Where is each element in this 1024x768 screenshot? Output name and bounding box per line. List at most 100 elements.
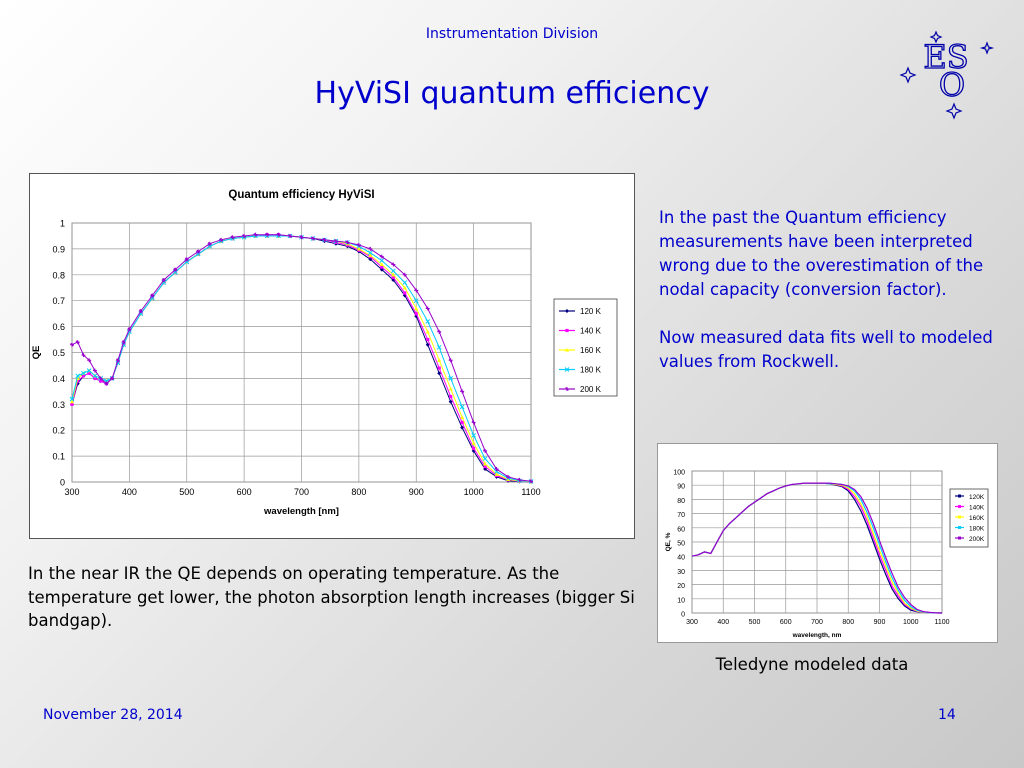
data-point — [368, 246, 373, 251]
x-axis-label: wavelength, nm — [792, 632, 842, 639]
x-tick-label: 400 — [717, 619, 729, 626]
data-point — [425, 329, 430, 334]
data-point — [403, 291, 407, 295]
eso-logo: ES O — [899, 30, 995, 120]
x-tick-label: 800 — [351, 487, 366, 497]
data-point — [391, 275, 395, 279]
data-point — [93, 376, 97, 380]
y-tick-label: 1 — [60, 219, 65, 229]
data-point — [472, 446, 476, 450]
temperature-note: In the near IR the QE depends on operati… — [28, 564, 635, 630]
y-axis-label: QE — [31, 346, 42, 360]
division-label: Instrumentation Division — [425, 26, 599, 42]
data-point — [482, 456, 488, 462]
data-point — [565, 328, 569, 333]
legend-label: 160K — [969, 515, 985, 522]
star-icon — [979, 41, 995, 55]
data-point — [448, 399, 453, 404]
y-tick-label: 0.1 — [52, 452, 65, 462]
y-tick-label: 0 — [60, 478, 65, 488]
data-point — [565, 309, 569, 313]
y-tick-label: 10 — [677, 597, 685, 604]
x-tick-label: 600 — [780, 619, 792, 626]
x-tick-label: 500 — [749, 619, 761, 626]
data-point — [426, 337, 430, 342]
data-point — [402, 272, 407, 277]
data-point — [436, 344, 442, 350]
data-point — [230, 235, 235, 240]
data-point — [402, 280, 408, 285]
data-point — [368, 253, 373, 257]
data-point — [81, 370, 86, 376]
data-point — [459, 404, 465, 410]
data-point — [460, 420, 464, 425]
data-point — [138, 309, 143, 314]
data-point — [565, 387, 569, 391]
y-tick-label: 100 — [673, 470, 685, 477]
legend-label: 180 K — [580, 366, 602, 375]
data-point — [448, 358, 453, 363]
data-point — [70, 342, 74, 347]
data-point — [402, 293, 407, 298]
data-point — [310, 236, 315, 241]
data-point — [425, 306, 430, 311]
data-point — [75, 340, 80, 345]
x-tick-label: 700 — [294, 487, 309, 497]
y-tick-label: 0.3 — [52, 400, 65, 410]
data-point — [471, 420, 476, 425]
y-tick-label: 80 — [677, 498, 685, 505]
data-point — [413, 298, 419, 304]
explanation-paragraph-1: In the past the Quantum efficiency measu… — [659, 208, 984, 299]
data-point — [356, 246, 361, 251]
data-point — [414, 288, 419, 293]
data-point — [460, 425, 465, 430]
data-point — [402, 285, 407, 290]
y-tick-label: 0.7 — [52, 296, 65, 306]
x-tick-label: 1100 — [521, 487, 540, 497]
data-point — [265, 232, 270, 237]
data-point — [242, 233, 247, 238]
data-point — [483, 461, 488, 466]
x-tick-label: 800 — [842, 619, 854, 626]
legend-label: 120K — [969, 494, 985, 501]
data-point — [529, 479, 533, 484]
data-point — [494, 472, 499, 476]
data-point — [81, 374, 86, 378]
data-point — [483, 448, 488, 453]
star-icon — [929, 30, 943, 44]
data-point — [379, 258, 385, 263]
data-point — [276, 232, 281, 237]
data-point — [87, 371, 91, 375]
data-point — [345, 240, 350, 245]
data-point — [99, 379, 103, 383]
data-point — [471, 441, 476, 445]
data-point — [219, 237, 224, 242]
legend-label: 140 K — [580, 327, 602, 336]
data-point — [437, 358, 442, 362]
data-point — [75, 373, 81, 379]
data-point — [414, 314, 419, 319]
explanation-text: In the past the Quantum efficiency measu… — [659, 206, 1004, 398]
data-point — [196, 249, 201, 254]
chart-title: Quantum efficiency HyViSI — [228, 189, 374, 201]
data-point — [69, 396, 75, 402]
legend-marker — [958, 505, 961, 508]
data-point — [448, 386, 453, 391]
data-point — [87, 358, 92, 363]
data-point — [184, 257, 189, 262]
legend-box — [553, 298, 618, 397]
data-point — [494, 467, 499, 472]
data-point — [253, 232, 258, 237]
data-point — [367, 250, 373, 256]
data-point — [437, 329, 442, 334]
data-point — [437, 371, 442, 376]
data-point — [380, 265, 384, 269]
data-point — [150, 293, 155, 298]
eso-logo-bottom: O — [939, 66, 965, 104]
data-point — [460, 415, 465, 419]
x-tick-label: 900 — [874, 619, 886, 626]
x-tick-label: 300 — [686, 619, 698, 626]
data-point — [390, 268, 396, 274]
x-tick-label: 700 — [811, 619, 823, 626]
y-tick-label: 0.8 — [52, 270, 65, 280]
